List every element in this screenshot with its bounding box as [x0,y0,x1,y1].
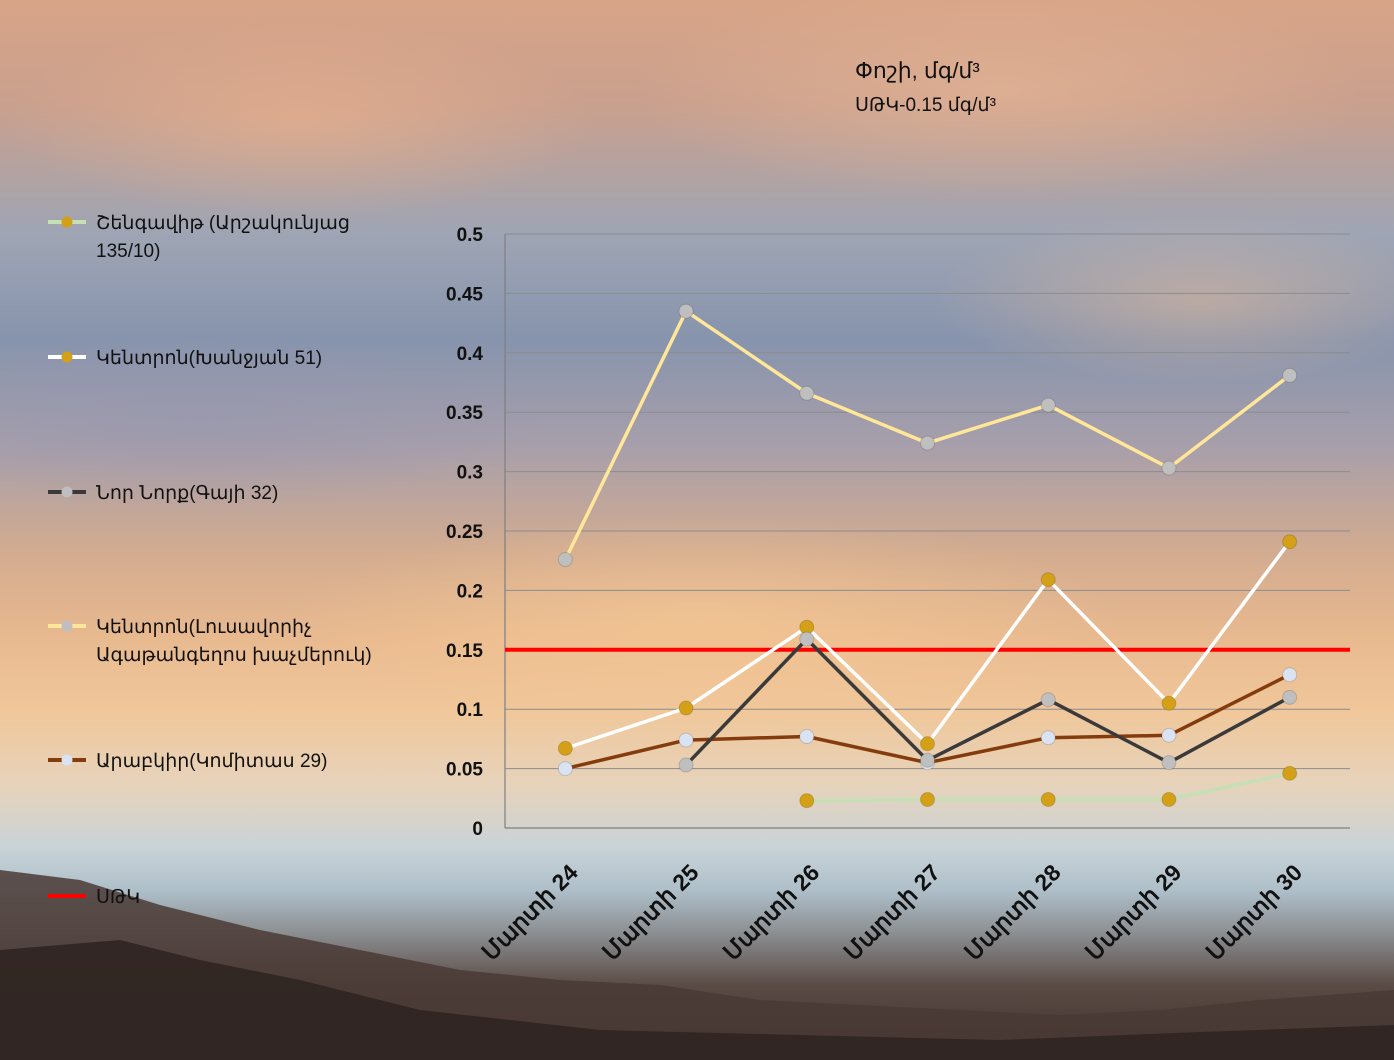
chart-title: Փոշի, մգ/մ³ [855,58,980,83]
y-tick-label: 0.4 [457,344,484,365]
data-point [920,435,935,451]
data-point [1282,534,1298,550]
x-tick-label: Մարտի 30 [1201,859,1308,966]
legend-label: Կենտրոն(Խանջյան 51) [96,348,323,369]
data-point [1040,692,1056,708]
legend-swatch [48,216,86,228]
data-point [1282,667,1298,683]
y-tick-label: 0.1 [457,700,484,721]
y-tick-label: 0.3 [457,463,483,484]
x-tick-label: Մարտի 27 [839,859,946,966]
legend-label: Նոր Նորք(Գայի 32) [96,483,279,504]
data-point [1282,689,1298,705]
legend-label: Շենգավիթ (Արշակունյաց 135/10) [96,213,350,262]
data-point [1161,695,1177,711]
series-line [563,309,1291,561]
data-point [799,385,815,401]
data-point [557,552,573,568]
data-point [799,729,815,745]
legend-swatch [48,486,86,498]
data-point [678,303,694,319]
data-point [1282,765,1298,781]
data-point [920,752,935,768]
data-point [1040,730,1056,746]
data-point [1040,791,1056,807]
data-point [1040,397,1056,413]
y-tick-label: 0.25 [446,522,483,543]
data-point [1282,367,1298,383]
y-tick-label: 0.2 [457,581,483,602]
hills-silhouette [0,870,1394,1060]
data-point [557,740,573,756]
x-tick-label: Մարտի 25 [597,859,704,966]
legend-label: Արաբկիր(Կոմիտաս 29) [96,751,328,772]
data-point [1161,755,1177,771]
x-tick-label: Մարտի 28 [960,859,1067,966]
y-tick-label: 0.45 [446,284,483,305]
y-tick-label: 0.5 [457,225,484,246]
data-point [1161,460,1177,476]
data-point [1161,727,1177,743]
x-tick-label: Մարտի 24 [477,859,584,966]
legend-label: Կենտրոն(Լուսավորիչ Ագաթանգեղոս խաչմերուկ… [96,617,372,666]
data-point [678,732,694,748]
y-tick-label: 0.35 [446,403,483,424]
legend-swatch [48,351,86,363]
data-point [678,757,694,773]
data-point [678,700,694,716]
data-point [799,793,815,809]
data-point [920,736,935,752]
series-line [564,540,1292,751]
legend-label: ՍԹԿ [96,887,141,908]
data-point [920,791,935,807]
y-tick-label: 0 [472,819,483,840]
y-tick-label: 0.15 [446,641,483,662]
data-point [557,761,573,777]
legend-swatch [48,894,86,898]
legend-swatch [48,754,86,766]
data-point [1040,572,1056,588]
legend-swatch [48,620,86,632]
x-tick-label: Մարտի 29 [1080,859,1187,966]
series-line [684,637,1291,767]
chart-subtitle: ՍԹԿ-0.15 մգ/մ³ [855,95,996,116]
x-tick-label: Մարտի 26 [718,859,825,966]
y-tick-label: 0.05 [446,760,483,781]
data-point [799,631,815,647]
data-point [1161,791,1177,807]
